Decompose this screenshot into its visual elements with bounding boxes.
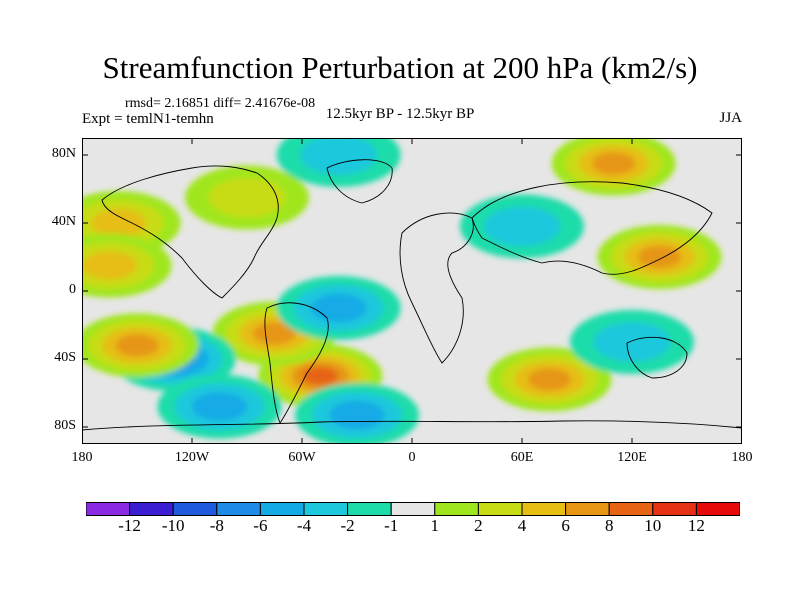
colorbar-label: -6	[253, 516, 268, 535]
contour-fill	[91, 208, 147, 238]
contour-fill	[191, 392, 248, 421]
contour-feature-central-pacific-high	[82, 233, 172, 298]
x-tick-label: 180	[731, 450, 753, 465]
contour-feature-south-indian-high	[487, 347, 612, 412]
x-tick-label: 180	[71, 450, 93, 465]
colorbar-swatch	[695, 502, 740, 516]
x-tick-label: 60W	[288, 450, 316, 465]
colorbar-label: -12	[118, 516, 141, 535]
colorbar-label: -1	[384, 516, 399, 535]
colorbar-swatch	[303, 502, 349, 516]
x-tick-label: 120E	[617, 450, 647, 465]
colorbar-label: 8	[604, 516, 614, 535]
colorbar-swatch	[565, 502, 610, 516]
contour-fill	[302, 366, 339, 386]
contour-fill	[593, 322, 671, 362]
colorbar-swatch	[129, 502, 174, 516]
colorbar-label: -2	[340, 516, 355, 535]
contour-map	[82, 138, 742, 444]
contour-fill	[637, 245, 682, 269]
contour-fill	[300, 138, 377, 175]
contour-feature-tropical-atlantic-low	[276, 276, 401, 340]
contour-feature-north-america-high	[185, 165, 309, 230]
colorbar-swatch	[477, 502, 523, 516]
x-tick-label: 120W	[174, 450, 210, 465]
contour-fill	[329, 400, 385, 430]
x-tick-label: 60E	[510, 450, 534, 465]
y-tick-label: 80N	[51, 146, 76, 161]
colorbar-swatch	[608, 502, 654, 516]
contour-fill	[311, 293, 367, 323]
y-tick-label: 40N	[51, 214, 76, 229]
colorbar-swatch	[652, 502, 697, 516]
y-tick-label: 0	[69, 282, 76, 297]
x-tick-label: 0	[408, 450, 416, 465]
colorbar-swatch	[434, 502, 479, 516]
colorbar-swatch	[259, 502, 305, 516]
axis-ticks	[82, 138, 742, 444]
colorbar-label: 1	[430, 516, 440, 535]
colorbar-swatch	[521, 502, 567, 516]
stats-text: rmsd= 2.16851 diff= 2.41676e-08	[125, 96, 316, 111]
contour-feature-south-pacific-deep-low	[157, 374, 282, 439]
contour-fill	[527, 368, 572, 391]
contour-feature-north-pacific-high	[551, 138, 676, 196]
contour-fill	[252, 322, 297, 345]
contour-feature-arctic-low	[276, 138, 401, 187]
contour-fill	[483, 206, 561, 247]
colorbar-label: -8	[209, 516, 224, 535]
contour-feature-south-pacific-high-west	[82, 313, 199, 378]
colorbar-label: 4	[517, 516, 527, 535]
season-label: JJA	[719, 110, 742, 126]
experiment-label: Expt = temlN1-temhn	[82, 111, 214, 127]
contour-feature-east-asia-low	[460, 194, 584, 259]
coastlines	[82, 159, 742, 431]
y-tick-label: 80S	[54, 418, 76, 433]
colorbar-swatch	[172, 502, 218, 516]
contour-fill	[592, 152, 636, 175]
contour-feature-western-pacific-high	[597, 225, 722, 289]
period-label: 12.5kyr BP - 12.5kyr BP	[325, 106, 475, 122]
contour-feature-southern-ocean-low	[295, 383, 419, 444]
contour-fill	[82, 251, 138, 280]
contour-fill	[115, 334, 159, 357]
colorbar-label: 2	[474, 516, 483, 535]
y-tick-label: 40S	[54, 350, 76, 365]
colorbar-swatch	[390, 502, 436, 516]
colorbar-swatch	[86, 502, 131, 516]
chart-title: Streamfunction Perturbation at 200 hPa (…	[102, 50, 698, 85]
contour-feature-australia-low	[570, 310, 694, 374]
colorbar-swatch	[347, 502, 392, 516]
colorbar-label: -10	[161, 516, 185, 535]
colorbar	[86, 502, 740, 516]
colorbar-label: -4	[296, 516, 312, 535]
colorbar-label: 12	[687, 516, 705, 535]
colorbar-label: 10	[644, 516, 662, 535]
colorbar-swatch	[216, 502, 261, 516]
contour-fill	[208, 177, 286, 218]
colorbar-label: 6	[561, 516, 570, 535]
